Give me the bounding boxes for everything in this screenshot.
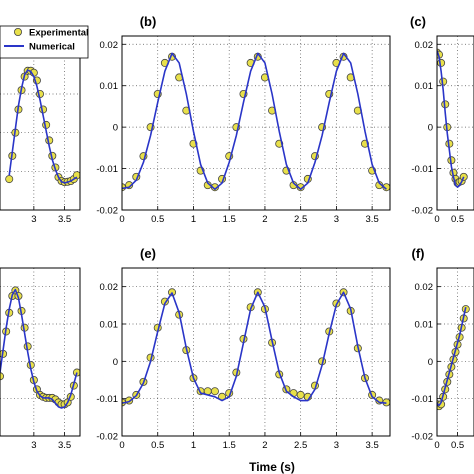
y-tick-label-b-2: 0 bbox=[113, 123, 118, 134]
panels-layer: 3 3.5 0 0.5 1 1.5 2 2.5 3 3.5-0.02-0.0100.010.02(… bbox=[0, 14, 474, 451]
x-tick-label-e-0: 0 bbox=[119, 440, 124, 451]
plot-area-b bbox=[122, 52, 390, 192]
numerical-line-e bbox=[122, 291, 387, 404]
axes-frame-d bbox=[0, 267, 81, 437]
x-tick-label-b-3: 1.5 bbox=[223, 214, 236, 225]
panel-label-b: (b) bbox=[140, 14, 157, 29]
experimental-point-e-13 bbox=[210, 387, 219, 396]
x-tick-label-e-7: 3.5 bbox=[366, 440, 379, 451]
y-tick-label-f-2: 0 bbox=[428, 357, 433, 368]
legend-experimental-marker bbox=[13, 27, 22, 36]
panel-e: 0 0.5 1 1.5 2 2.5 3 3.5 -0.02 -0.01 0 0.01 0.02 (e) bbox=[96, 246, 391, 451]
panel-f: 0 0.5 -0.02 -0.01 0 0.01 0.02 (f) bbox=[411, 246, 474, 451]
x-tick-label-e-1: 0.5 bbox=[151, 440, 164, 451]
y-tick-label-e-1: -0.01 bbox=[96, 394, 118, 405]
y-tick-label-e-2: 0 bbox=[113, 357, 118, 368]
y-tick-label-f-1: -0.01 bbox=[411, 394, 433, 405]
panel-label-c: (c) bbox=[410, 14, 426, 29]
y-tick-label-b-1: -0.01 bbox=[96, 164, 118, 175]
x-tick-label-b-0: 0 bbox=[119, 214, 124, 225]
axes-frame-c bbox=[436, 35, 474, 211]
legend-experimental-label: Experimental bbox=[29, 28, 89, 39]
experimental-point-a-22 bbox=[72, 171, 80, 180]
y-tick-label-e-0: -0.02 bbox=[96, 432, 118, 443]
y-tick-label-c-3: 0.01 bbox=[415, 81, 434, 92]
axes-frame-e bbox=[121, 267, 391, 437]
legend-numerical-label: Numerical bbox=[29, 42, 75, 53]
x-tick-label-b-1: 0.5 bbox=[151, 214, 164, 225]
x-tick-label-b-6: 3 bbox=[334, 214, 339, 225]
x-tick-label-d-0: 3 bbox=[31, 440, 36, 451]
y-tick-label-b-0: -0.02 bbox=[96, 206, 118, 217]
y-tick-label-f-3: 0.01 bbox=[415, 320, 434, 331]
numerical-line-b bbox=[122, 52, 387, 191]
x-tick-label-b-7: 3.5 bbox=[366, 214, 379, 225]
y-tick-label-e-3: 0.01 bbox=[100, 320, 119, 331]
x-tick-label-d-1: 3.5 bbox=[58, 440, 71, 451]
x-tick-label-f-1: 0.5 bbox=[451, 440, 464, 451]
numerical-line-c bbox=[437, 50, 465, 189]
x-tick-label-c-1: 0.5 bbox=[451, 214, 464, 225]
panel-b: 0 0.5 1 1.5 2 2.5 3 3.5 -0.02 -0.01 0 0.01 0.02 (b) bbox=[96, 14, 391, 225]
x-tick-label-b-2: 1 bbox=[191, 214, 196, 225]
panel-a: 3 3.5 bbox=[0, 35, 81, 225]
y-tick-label-c-1: -0.01 bbox=[411, 164, 433, 175]
plot-area-e bbox=[122, 288, 390, 407]
x-tick-label-e-2: 1 bbox=[191, 440, 196, 451]
y-tick-label-b-4: 0.02 bbox=[100, 40, 119, 51]
y-tick-label-e-4: 0.02 bbox=[100, 282, 119, 293]
y-tick-label-f-4: 0.02 bbox=[415, 282, 434, 293]
experimental-point-d-0 bbox=[0, 372, 4, 381]
x-tick-label-c-0: 0 bbox=[434, 214, 439, 225]
x-tick-label-e-3: 1.5 bbox=[223, 440, 236, 451]
x-tick-label-a-0: 3 bbox=[31, 214, 36, 225]
numerical-line-a bbox=[8, 69, 78, 184]
axes-frame-b bbox=[121, 35, 391, 211]
numerical-line-f bbox=[437, 307, 467, 407]
y-tick-label-c-2: 0 bbox=[428, 123, 433, 134]
experimental-point-c-2 bbox=[437, 58, 446, 67]
plot-area-d bbox=[0, 286, 80, 409]
x-tick-label-b-4: 2 bbox=[262, 214, 267, 225]
experimental-point-a-0 bbox=[5, 175, 14, 184]
plot-area-c bbox=[437, 48, 468, 189]
x-tick-label-e-5: 2.5 bbox=[294, 440, 307, 451]
x-axis-label: Time (s) bbox=[249, 460, 295, 474]
experimental-point-c-13 bbox=[459, 172, 468, 181]
panel-c: 0 0.5 -0.02 -0.01 0 0.01 0.02 (c) bbox=[410, 14, 474, 225]
experimental-point-e-25 bbox=[296, 390, 305, 399]
panel-label-e: (e) bbox=[140, 246, 156, 261]
plot-area-a bbox=[5, 66, 80, 187]
x-tick-label-e-6: 3 bbox=[334, 440, 339, 451]
y-tick-label-c-0: -0.02 bbox=[411, 206, 433, 217]
y-tick-label-f-0: -0.02 bbox=[411, 432, 433, 443]
numerical-line-d bbox=[0, 288, 78, 409]
legend: Experimental Numerical bbox=[0, 25, 89, 59]
panel-label-f: (f) bbox=[412, 246, 425, 261]
y-tick-label-b-3: 0.01 bbox=[100, 81, 119, 92]
panel-d: 3 3.5 bbox=[0, 267, 81, 451]
axes-frame-f bbox=[436, 267, 474, 437]
x-tick-label-a-1: 3.5 bbox=[58, 214, 71, 225]
x-tick-label-f-0: 0 bbox=[434, 440, 439, 451]
x-tick-label-b-5: 2.5 bbox=[294, 214, 307, 225]
plot-area-f bbox=[437, 305, 470, 411]
x-tick-label-e-4: 2 bbox=[262, 440, 267, 451]
y-tick-label-c-4: 0.02 bbox=[415, 40, 434, 51]
